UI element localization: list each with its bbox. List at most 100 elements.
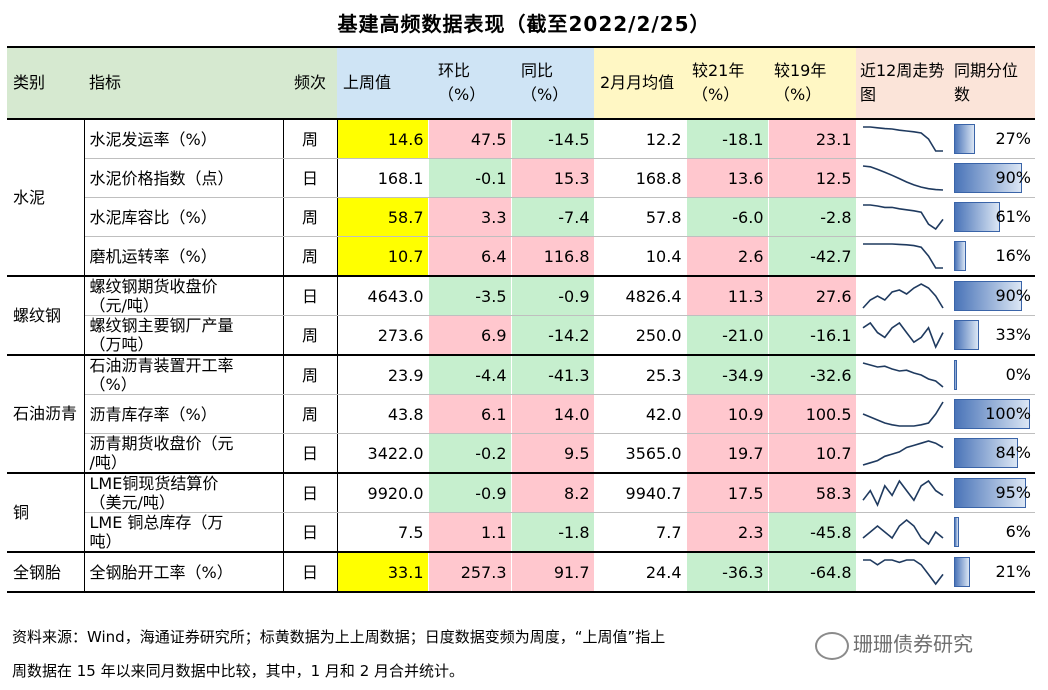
percentile-bar (953, 163, 1022, 193)
table-row: LME 铜总库存（万 吨） 日 7.5 1.1 -1.8 7.7 2.3 -45.… (7, 512, 1035, 553)
yoy-cell: -7.4 (511, 197, 595, 237)
frequency-cell: 周 (283, 197, 338, 237)
wow-cell: 3.3 (428, 197, 512, 237)
percentile-bar (953, 281, 1022, 311)
indicator-cell: 螺纹钢主要钢厂产量 （万吨） (84, 315, 284, 356)
last-week-cell: 3422.0 (337, 433, 429, 474)
vs21-cell: -21.0 (686, 315, 769, 356)
percentile-value: 21% (995, 562, 1031, 581)
last-week-cell: 10.7 (337, 236, 429, 277)
indicator-line: 吨） (89, 532, 122, 551)
percentile-cell: 6% (950, 512, 1035, 553)
wow-cell: 1.1 (428, 512, 512, 553)
trend-cell (856, 473, 951, 513)
percentile-bar (953, 202, 1000, 232)
month-avg-cell: 3565.0 (594, 433, 687, 474)
sparkline-path (862, 321, 944, 349)
last-week-cell: 58.7 (337, 197, 429, 237)
percentile-bar (953, 517, 959, 547)
vs21-cell: 13.6 (686, 158, 769, 198)
sparkline-path (862, 362, 944, 388)
yoy-cell: 91.7 (511, 552, 595, 593)
vs21-cell: -34.9 (686, 355, 769, 395)
yoy-cell: -14.5 (511, 119, 595, 159)
frequency-cell: 周 (283, 315, 338, 356)
frequency-cell: 日 (283, 276, 338, 316)
vs19-cell: 100.5 (768, 394, 857, 434)
trend-cell (856, 433, 951, 474)
yoy-cell: 15.3 (511, 158, 595, 198)
category-cell: 石油沥青 (7, 355, 85, 474)
sparkline (862, 321, 944, 349)
table-row: 水泥 水泥发运率（%） 周 14.6 47.5 -14.5 12.2 -18.1… (7, 119, 1035, 277)
yoy-cell: 9.5 (511, 433, 595, 474)
vs19-cell: -64.8 (768, 552, 857, 593)
last-week-cell: 273.6 (337, 315, 429, 356)
data-table: 类别 指标 频次 上周值 环比（%） 同比（%） 2月月均值 较21年（%） 较… (7, 46, 1035, 593)
table-row: 水泥库容比（%） 周 58.7 3.3 -7.4 57.8 -6.0 -2.8 … (7, 197, 1035, 237)
percentile-value: 6% (1005, 522, 1031, 541)
category-cell: 铜 (7, 473, 85, 553)
percentile-bar (953, 478, 1026, 508)
month-avg-cell: 9940.7 (594, 473, 687, 513)
sparkline (863, 243, 943, 269)
table-title: 基建高频数据表现（截至2022/2/25） (337, 12, 711, 36)
wow-cell: 6.9 (428, 315, 512, 356)
percentile-value: 27% (995, 129, 1031, 148)
wow-cell: -0.1 (428, 158, 512, 198)
table-row: 水泥价格指数（点） 日 168.1 -0.1 15.3 168.8 13.6 1… (7, 158, 1035, 198)
sparkline (862, 518, 944, 546)
table-row: 螺纹钢主要钢厂产量 （万吨） 周 273.6 6.9 -14.2 250.0 -2… (7, 315, 1035, 356)
frequency-cell: 周 (283, 394, 338, 434)
percentile-value: 90% (995, 168, 1031, 187)
sparkline (862, 165, 944, 191)
indicator-cell: 磨机运转率（%） (84, 236, 284, 277)
sparkline (862, 401, 944, 427)
sparkline (862, 362, 944, 388)
watermark: 珊珊债券研究 (815, 628, 973, 660)
percentile-bar (953, 399, 1030, 429)
table-row: 全钢胎 全钢胎开工率（%） 日 33.1 257.3 91.7 24.4 -36… (7, 552, 1035, 593)
trend-cell (856, 355, 951, 395)
frequency-cell: 日 (283, 158, 338, 198)
month-avg-cell: 42.0 (594, 394, 687, 434)
table-row: 磨机运转率（%） 周 10.7 6.4 116.8 10.4 2.6 -42.7… (7, 236, 1035, 277)
sparkline-path (863, 204, 944, 231)
percentile-value: 100% (985, 404, 1031, 423)
sparkline-path (863, 126, 943, 152)
wow-cell: -0.9 (428, 473, 512, 513)
sparkline (862, 440, 944, 466)
percentile-bar (953, 557, 970, 587)
frequency-cell: 周 (283, 236, 338, 277)
vs19-cell: -45.8 (768, 512, 857, 553)
last-week-cell: 33.1 (337, 552, 429, 593)
indicator-line: （万吨） (89, 335, 154, 354)
last-week-cell: 43.8 (337, 394, 429, 434)
percentile-bar (953, 124, 975, 154)
header-last-week: 上周值 (337, 46, 428, 120)
frequency-cell: 周 (283, 355, 338, 395)
indicator-cell: LME铜现货结算价 （美元/吨） (84, 473, 284, 513)
trend-cell (856, 236, 951, 277)
wow-cell: -3.5 (428, 276, 512, 316)
wow-cell: 6.4 (428, 236, 512, 277)
table-row: 沥青期货收盘价（元/吨） 日 3422.0 -0.2 9.5 3565.0 19… (7, 433, 1035, 474)
indicator-line: （%） (89, 375, 137, 394)
percentile-value: 0% (1005, 365, 1031, 384)
vs21-cell: 2.3 (686, 512, 769, 553)
yoy-cell: -0.9 (511, 276, 595, 316)
percentile-cell: 95% (950, 473, 1035, 513)
indicator-line: LME铜现货结算价 (89, 474, 219, 493)
vs19-cell: 10.7 (768, 433, 857, 474)
vs21-cell: 10.9 (686, 394, 769, 434)
indicator-cell: LME 铜总库存（万 吨） (84, 512, 284, 553)
header-category: 类别 (7, 46, 84, 120)
last-week-cell: 7.5 (337, 512, 429, 553)
indicator-cell: 沥青库存率（%） (84, 394, 284, 434)
trend-cell (856, 552, 951, 593)
source-note: 资料来源：Wind，海通证券研究所；标黄数据为上上周数据；日度数据变频为周度，“… (12, 628, 666, 646)
table-row: 铜 LME铜现货结算价 （美元/吨） 日 9920.0 -0.9 8.2 9940… (7, 473, 1035, 553)
table-row: 沥青库存率（%） 周 43.8 6.1 14.0 42.0 10.9 100.5… (7, 394, 1035, 434)
frequency-cell: 日 (283, 512, 338, 553)
table-row: 螺纹钢 螺纹钢期货收盘价 （元/吨） 日 4643.0 -3.5 -0.9 482… (7, 276, 1035, 356)
